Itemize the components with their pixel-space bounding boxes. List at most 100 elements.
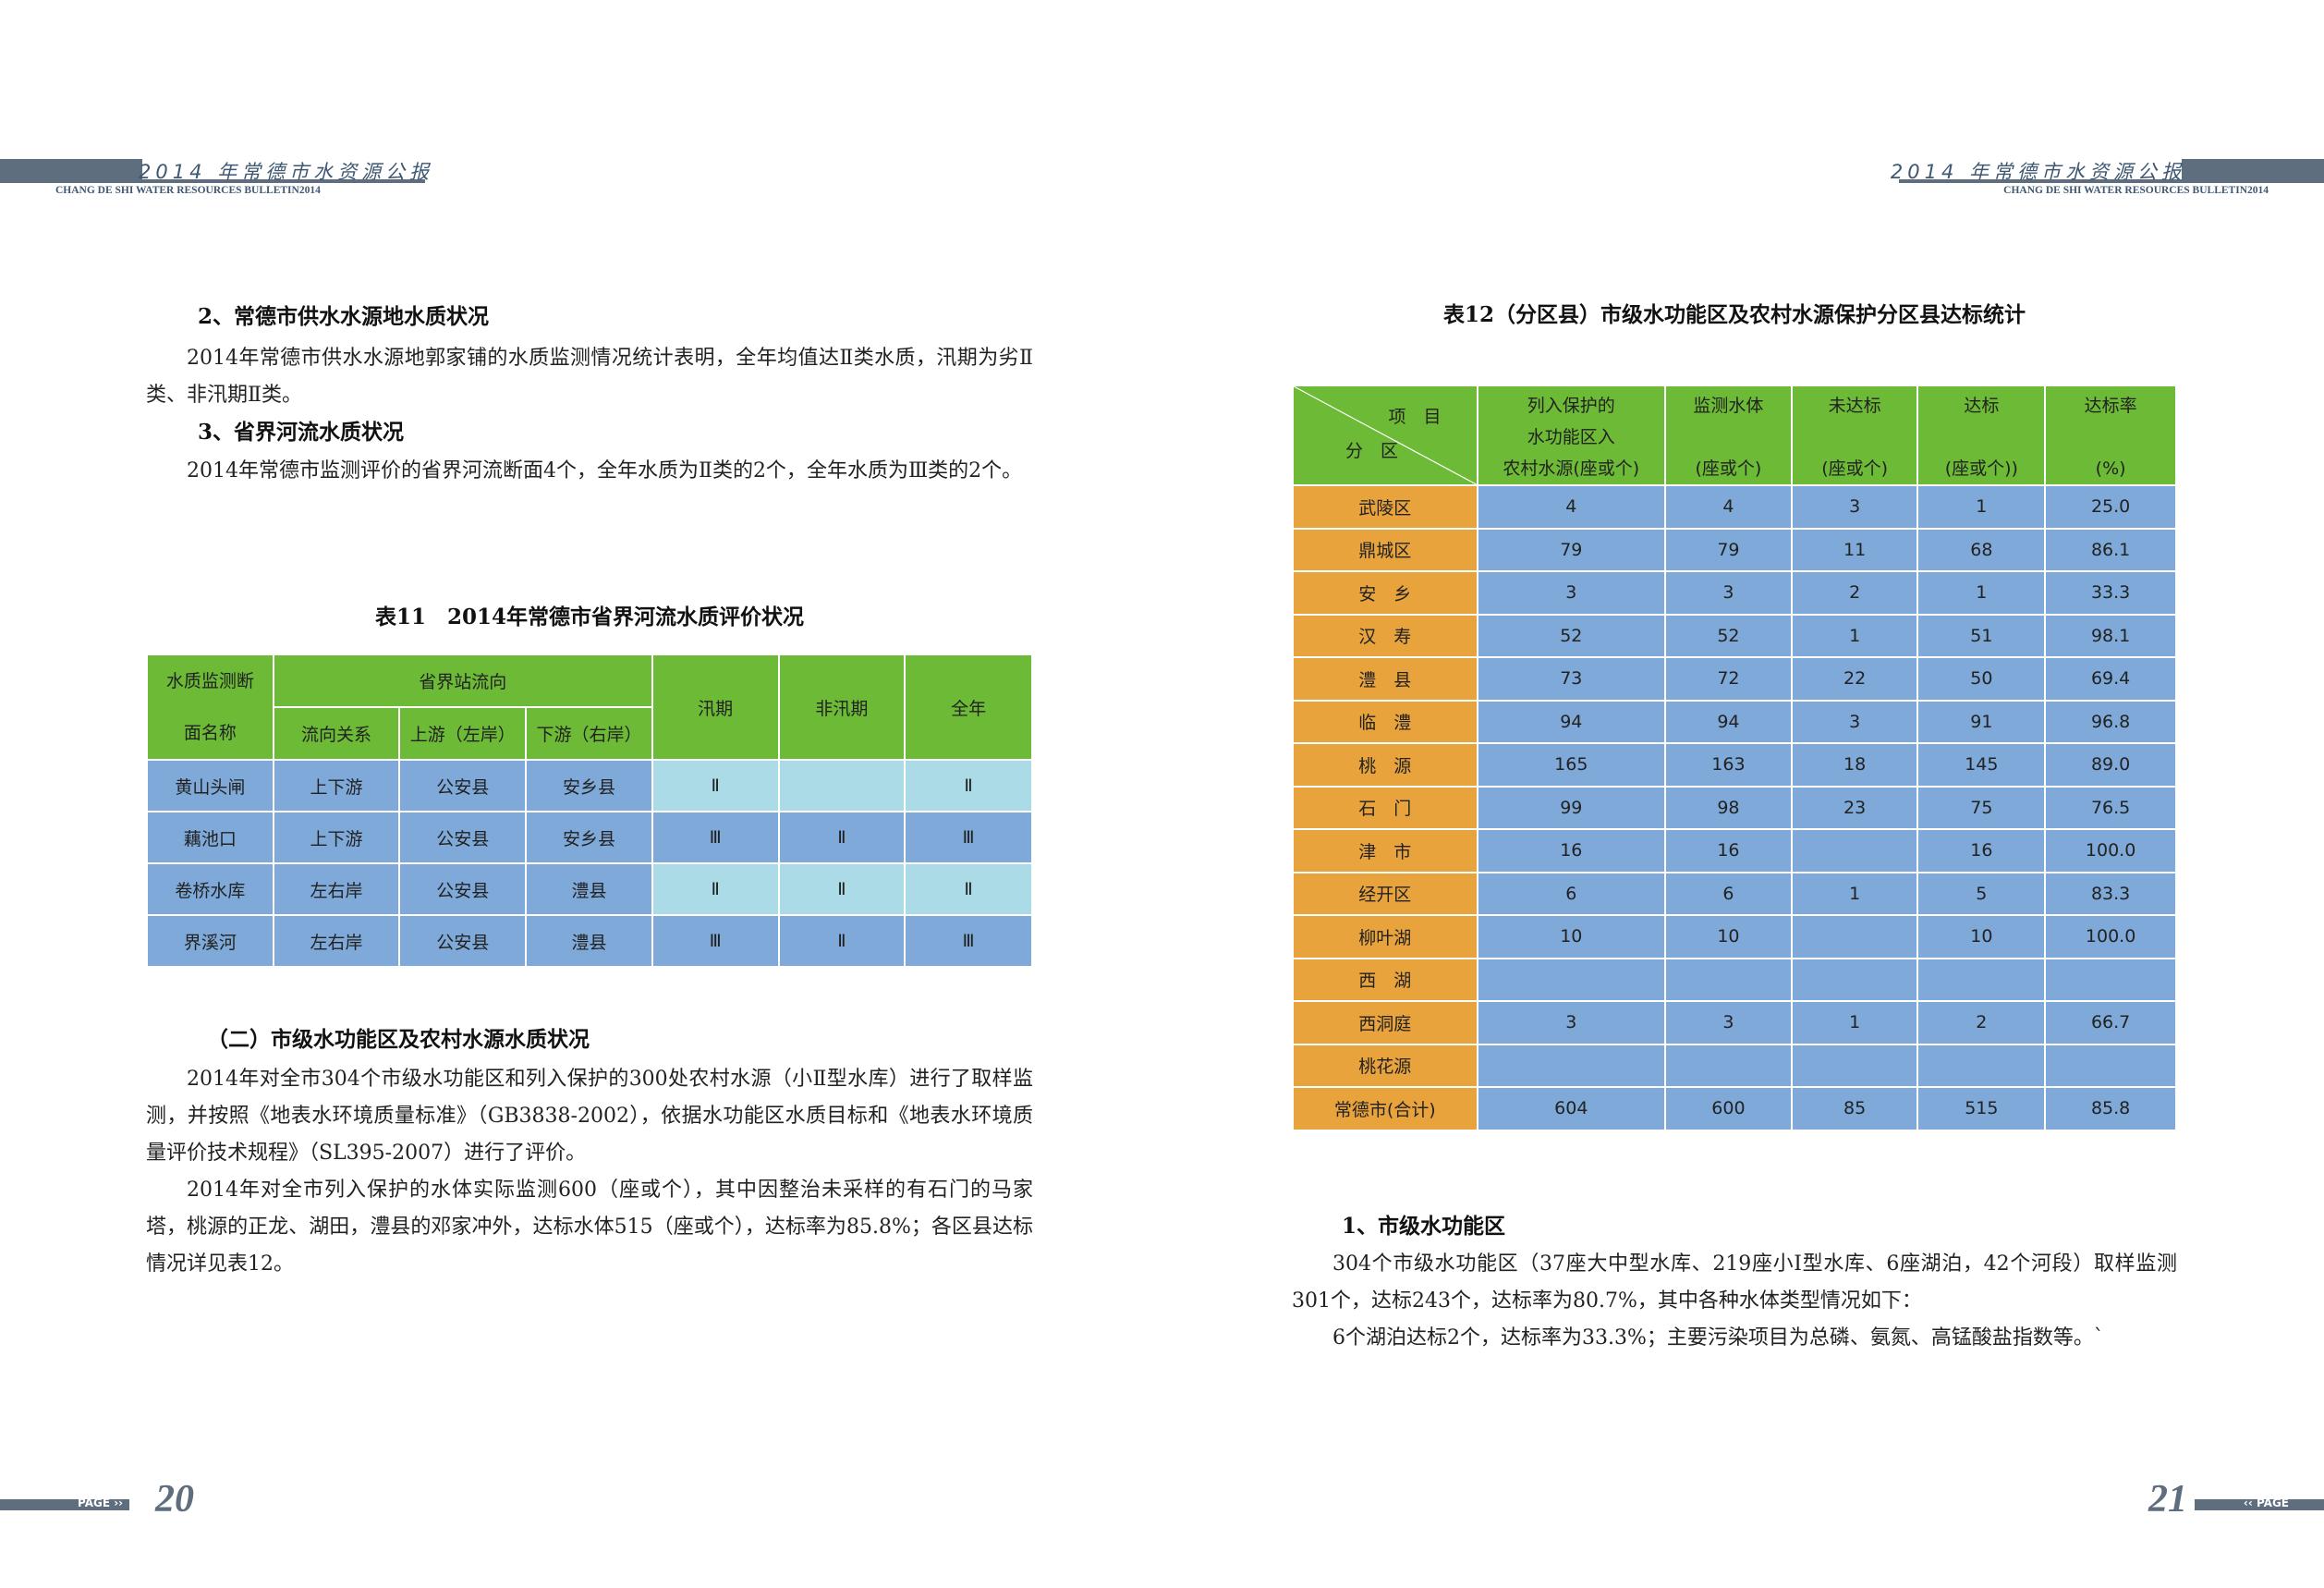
header-rule-left xyxy=(0,179,425,183)
t12-header-monitored-line2: (座或个) xyxy=(1695,458,1762,479)
t12-header-listed-line3: 农村水源(座或个) xyxy=(1503,458,1640,479)
t11-cell-nonflood xyxy=(777,759,906,812)
t12-cell-monitored: 3 xyxy=(1664,1000,1793,1045)
t12-cell-zone: 桃花源 xyxy=(1292,1043,1478,1088)
page-number-left: 20 xyxy=(155,1478,194,1521)
section3-paragraph: 2014年常德市监测评价的省界河流断面4个，全年水质为Ⅱ类的2个，全年水质为Ⅲ类… xyxy=(187,459,1023,483)
t11-cell-nonflood: Ⅱ xyxy=(777,914,906,968)
t12-cell-fail: 3 xyxy=(1790,484,1919,530)
table11-caption: 表11 2014年常德市省界河流水质评价状况 xyxy=(374,605,805,629)
t12-cell-pass: 75 xyxy=(1916,785,2047,830)
section3-title: 3、省界河流水质状况 xyxy=(198,420,405,445)
t12-cell-rate: 76.5 xyxy=(2044,785,2177,830)
t12-cell-monitored xyxy=(1664,957,1793,1002)
subsection-body: 2014年对全市304个市级水功能区和列入保护的300处农村水源（小Ⅱ型水库）进… xyxy=(146,1061,1033,1283)
section1-paragraph-2: 6个湖泊达标2个，达标率为33.3%；主要污染项目为总磷、氨氮、高锰酸盐指数等。… xyxy=(1332,1326,2104,1350)
table-row: 经开区 6 6 1 5 83.3 xyxy=(1292,871,2177,916)
t12-cell-listed: 604 xyxy=(1476,1086,1667,1131)
t12-cell-zone: 西洞庭 xyxy=(1292,1000,1478,1045)
t11-header-downstream: 下游（右岸） xyxy=(525,706,653,761)
section1-title: 1、市级水功能区 xyxy=(1342,1214,1506,1239)
t11-header-section-line2: 面名称 xyxy=(183,723,237,743)
header-rule-right xyxy=(1899,179,2324,183)
t12-header-item: 项 目 xyxy=(1388,407,1442,427)
t12-cell-pass: 1 xyxy=(1916,484,2047,530)
t12-cell-pass: 1 xyxy=(1916,570,2047,616)
t12-cell-fail: 85 xyxy=(1790,1086,1919,1131)
t12-cell-rate: 100.0 xyxy=(2044,914,2177,959)
t12-cell-fail: 18 xyxy=(1790,742,1919,788)
header-subtitle-right: CHANG DE SHI WATER RESOURCES BULLETIN201… xyxy=(2003,185,2269,196)
t11-header-upstream: 上游（左岸） xyxy=(398,706,528,761)
t12-cell-listed: 79 xyxy=(1476,527,1667,572)
t12-cell-listed: 99 xyxy=(1476,785,1667,830)
table-row: 界溪河 左右岸 公安县 澧县 Ⅲ Ⅱ Ⅲ xyxy=(146,914,1033,968)
header-title-left: 2014 年常德市水资源公报 xyxy=(139,161,434,183)
t12-cell-listed: 10 xyxy=(1476,914,1667,959)
t12-cell-pass: 68 xyxy=(1916,527,2047,572)
table-row: 西洞庭 3 3 1 2 66.7 xyxy=(1292,1000,2177,1045)
t12-cell-fail: 23 xyxy=(1790,785,1919,830)
t11-cell-flood: Ⅱ xyxy=(651,862,780,916)
t12-cell-listed: 52 xyxy=(1476,613,1667,658)
t12-header-fail-line2: (座或个) xyxy=(1821,458,1889,479)
t11-cell-flood: Ⅲ xyxy=(651,914,780,968)
t12-cell-pass: 51 xyxy=(1916,613,2047,658)
t12-cell-pass: 16 xyxy=(1916,828,2047,873)
t12-header-rate-line2: (%) xyxy=(2095,458,2126,479)
t12-cell-monitored: 79 xyxy=(1664,527,1793,572)
t12-cell-listed: 16 xyxy=(1476,828,1667,873)
t12-cell-monitored: 16 xyxy=(1664,828,1793,873)
table12-caption: 表12（分区县）市级水功能区及农村水源保护分区县达标统计 xyxy=(1442,302,2026,327)
t11-header-flow: 流向关系 xyxy=(272,706,401,761)
subsection-paragraph-1: 2014年对全市304个市级水功能区和列入保护的300处农村水源（小Ⅱ型水库）进… xyxy=(146,1068,1033,1165)
t12-cell-monitored: 72 xyxy=(1664,656,1793,702)
t11-header-year: 全年 xyxy=(904,654,1033,761)
spacer xyxy=(1793,421,1917,453)
page-label: PAGE xyxy=(2256,1496,2289,1509)
t11-cell-year: Ⅱ xyxy=(904,759,1033,812)
t11-cell-name: 卷桥水库 xyxy=(146,862,274,916)
t12-cell-zone: 常德市(合计) xyxy=(1292,1086,1478,1131)
t11-cell-flood: Ⅱ xyxy=(651,759,780,812)
t12-cell-listed: 6 xyxy=(1476,871,1667,916)
page-number-right: 21 xyxy=(2148,1478,2187,1521)
t12-cell-zone: 安 乡 xyxy=(1292,570,1478,616)
t12-cell-monitored: 600 xyxy=(1664,1086,1793,1131)
t12-cell-pass: 145 xyxy=(1916,742,2047,788)
t12-cell-fail xyxy=(1790,1043,1919,1088)
t11-header-flood: 汛期 xyxy=(651,654,780,761)
footer-page-label-left: PAGE ›› xyxy=(78,1496,124,1509)
spacer xyxy=(1918,421,2044,453)
t12-cell-fail xyxy=(1790,957,1919,1002)
t12-header-listed: 列入保护的 水功能区入 农村水源(座或个) xyxy=(1476,385,1667,486)
subsection-paragraph-2: 2014年对全市列入保护的水体实际监测600（座或个），其中因整治未采样的有石门… xyxy=(146,1179,1033,1276)
section1-paragraph-1: 304个市级水功能区（37座大中型水库、219座小Ⅰ型水库、6座湖泊，42个河段… xyxy=(1292,1252,2177,1313)
t12-cell-zone: 桃 源 xyxy=(1292,742,1478,788)
t12-cell-zone: 临 澧 xyxy=(1292,699,1478,744)
table-row: 津 市 16 16 16 100.0 xyxy=(1292,828,2177,873)
t12-cell-listed xyxy=(1476,1043,1667,1088)
t12-cell-zone: 经开区 xyxy=(1292,871,1478,916)
t12-cell-rate: 69.4 xyxy=(2044,656,2177,702)
t11-cell-flow: 左右岸 xyxy=(272,914,401,968)
table-row: 柳叶湖 10 10 10 100.0 xyxy=(1292,914,2177,959)
t12-cell-rate xyxy=(2044,957,2177,1002)
t12-header-pass: 达标 (座或个)) xyxy=(1916,385,2047,486)
t12-cell-zone: 津 市 xyxy=(1292,828,1478,873)
t12-cell-rate xyxy=(2044,1043,2177,1088)
t12-body: 武陵区 4 4 3 1 25.0 鼎城区 79 79 11 68 86.1 安 乡 3 3 2 1 33.3 汉 寿… xyxy=(1292,484,2177,1131)
t12-cell-zone: 柳叶湖 xyxy=(1292,914,1478,959)
t11-header-section-line1: 水质监测断 xyxy=(165,671,254,691)
t12-cell-fail: 1 xyxy=(1790,613,1919,658)
t11-cell-flow: 上下游 xyxy=(272,759,401,812)
footer-bar-left xyxy=(0,1499,129,1510)
t12-header-rate-line1: 达标率 xyxy=(2084,396,2137,416)
table-row: 汉 寿 52 52 1 51 98.1 xyxy=(1292,613,2177,658)
t12-header-rate: 达标率 (%) xyxy=(2044,385,2177,486)
t12-cell-pass: 91 xyxy=(1916,699,2047,744)
t11-cell-nonflood: Ⅱ xyxy=(777,811,906,864)
t12-cell-fail xyxy=(1790,914,1919,959)
t12-header-listed-line2: 水功能区入 xyxy=(1527,427,1615,447)
section3-body: 2014年常德市监测评价的省界河流断面4个，全年水质为Ⅱ类的2个，全年水质为Ⅲ类… xyxy=(146,453,1033,490)
